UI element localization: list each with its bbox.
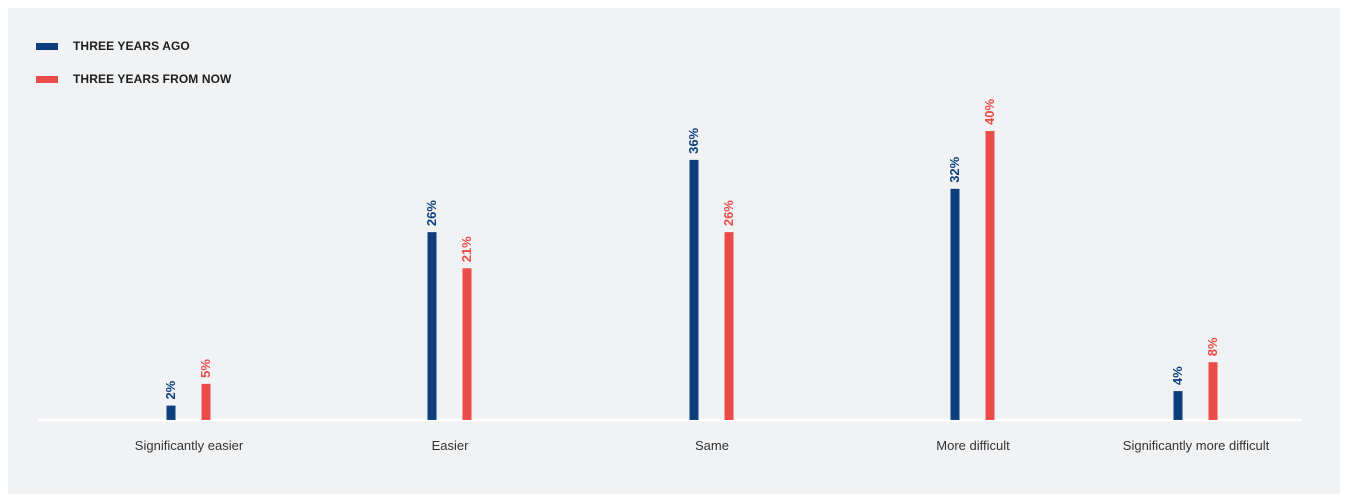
value-label-three-years-ago-significantly-easier: 2% <box>163 380 178 399</box>
value-label-three-years-ago-more-difficult: 32% <box>947 156 962 182</box>
bar-three-years-from-now-easier <box>462 268 472 420</box>
legend-item-three-years-ago: THREE YEARS AGO <box>36 36 231 56</box>
bar-three-years-ago-significantly-easier <box>166 405 176 420</box>
bar-three-years-from-now-significantly-more-difficult <box>1208 362 1218 420</box>
value-label-three-years-ago-same: 36% <box>686 127 701 153</box>
bar-three-years-from-now-significantly-easier <box>201 383 211 420</box>
bar-three-years-ago-same <box>689 159 699 420</box>
legend-label-three-years-from-now: THREE YEARS FROM NOW <box>73 72 232 86</box>
category-label-significantly-easier: Significantly easier <box>135 438 244 453</box>
value-label-three-years-ago-easier: 26% <box>424 200 439 226</box>
legend-label-three-years-ago: THREE YEARS AGO <box>73 39 190 53</box>
legend-swatch-three-years-from-now <box>36 75 58 83</box>
bar-three-years-ago-easier <box>427 232 437 420</box>
value-label-three-years-from-now-more-difficult: 40% <box>982 99 997 125</box>
category-label-more-difficult: More difficult <box>936 438 1010 453</box>
legend-swatch-three-years-ago <box>36 42 58 50</box>
value-label-three-years-from-now-easier: 21% <box>459 236 474 262</box>
category-label-same: Same <box>695 438 729 453</box>
chart-legend: THREE YEARS AGO THREE YEARS FROM NOW <box>36 36 231 102</box>
category-label-significantly-more-difficult: Significantly more difficult <box>1123 438 1270 453</box>
legend-item-three-years-from-now: THREE YEARS FROM NOW <box>36 69 231 89</box>
value-label-three-years-ago-significantly-more-difficult: 4% <box>1170 366 1185 385</box>
value-label-three-years-from-now-significantly-more-difficult: 8% <box>1205 337 1220 356</box>
value-label-three-years-from-now-significantly-easier: 5% <box>198 359 213 378</box>
value-label-three-years-from-now-same: 26% <box>721 200 736 226</box>
bar-three-years-from-now-same <box>724 232 734 420</box>
bar-three-years-ago-more-difficult <box>950 188 960 420</box>
bar-three-years-from-now-more-difficult <box>985 131 995 420</box>
category-label-easier: Easier <box>432 438 470 453</box>
bar-three-years-ago-significantly-more-difficult <box>1173 391 1183 420</box>
chart-panel <box>8 8 1340 494</box>
